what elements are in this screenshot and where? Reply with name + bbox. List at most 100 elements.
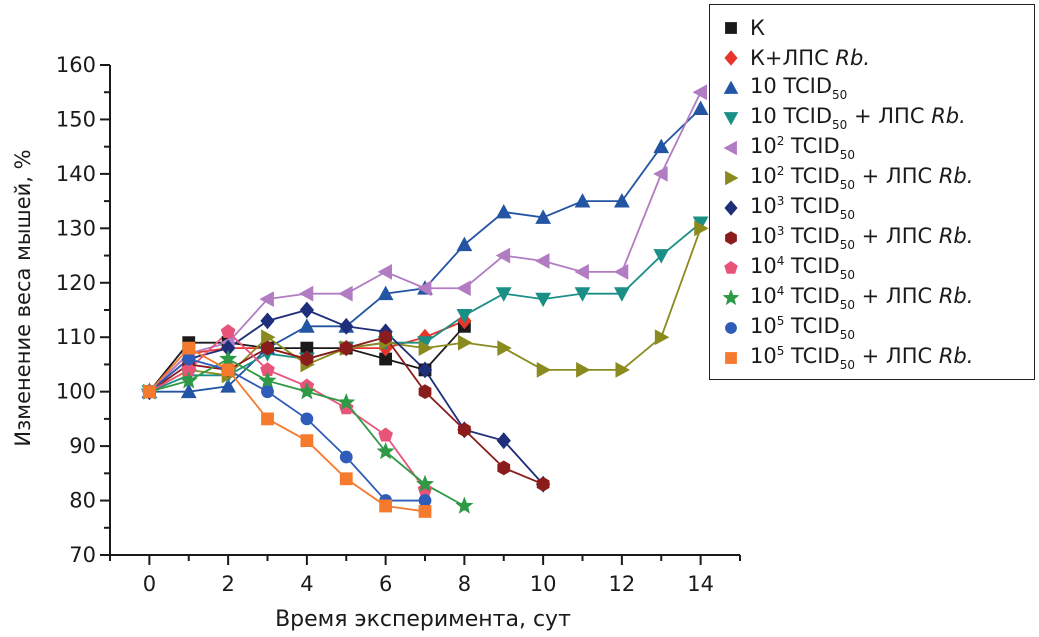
x-tick-label: 2	[221, 572, 234, 596]
data-point-series-3	[495, 203, 512, 219]
data-point-series-12	[418, 505, 432, 518]
data-point-series-6	[457, 334, 473, 351]
axes: 0 2 4 6 8 10 12 14 70 80 90 100 110 120 130 140 150 160	[56, 53, 741, 596]
legend-marker-shape	[723, 140, 737, 156]
data-point-series-8	[497, 460, 511, 476]
legend-label: К	[750, 16, 765, 40]
data-point-series-12	[182, 341, 196, 355]
data-point-series-8	[379, 329, 393, 345]
data-point-series-5	[653, 166, 668, 182]
data-point-series-3	[614, 193, 630, 208]
legend-marker-shape	[725, 231, 737, 245]
data-point-series-8	[536, 476, 550, 492]
data-point-series-4	[495, 287, 512, 302]
data-point-series-12	[142, 385, 156, 399]
data-point-series-3	[535, 209, 551, 224]
legend-marker	[720, 227, 742, 249]
legend-marker-shape	[724, 260, 738, 274]
data-point-series-7	[299, 301, 314, 319]
y-tick-label: 80	[69, 489, 96, 513]
data-point-series-8	[339, 340, 353, 356]
data-point-series-8	[418, 384, 432, 400]
legend-marker-shape	[723, 80, 739, 94]
legend-item: 105 TCID50	[720, 313, 855, 343]
data-point-series-6	[576, 362, 591, 378]
legend-item: 103 TCID50 + ЛПС Rb.	[720, 223, 973, 253]
y-tick-label: 70	[69, 543, 96, 567]
y-tick-label: 130	[56, 216, 96, 240]
data-point-series-8	[261, 340, 274, 356]
x-tick-label: 6	[379, 572, 392, 596]
legend-marker-shape	[725, 22, 737, 34]
legend-marker	[720, 347, 742, 369]
data-point-series-12	[300, 434, 314, 448]
data-point-series-3	[180, 383, 197, 399]
series-line-12	[148, 346, 426, 513]
data-point-series-11	[300, 412, 314, 426]
legend-label: 105 TCID50 + ЛПС Rb.	[750, 344, 974, 372]
legend-label: 10 TCID50	[750, 74, 848, 102]
legend-label: 105 TCID50	[750, 314, 855, 342]
legend-item: К	[720, 13, 765, 43]
legend-label: 104 TCID50	[750, 254, 855, 282]
legend-marker	[720, 167, 742, 189]
data-point-series-12	[379, 499, 393, 513]
x-tick-label: 12	[609, 572, 636, 596]
x-tick-label: 8	[458, 572, 471, 596]
legend-item: 103 TCID50	[720, 193, 855, 223]
data-point-series-6	[615, 362, 630, 378]
data-point-series-6	[654, 329, 670, 346]
legend-marker-shape	[724, 50, 738, 66]
legend-item: 10 TCID50	[720, 73, 847, 103]
data-point-series-10	[376, 442, 395, 460]
data-point-series-3	[692, 100, 709, 115]
y-tick-label: 120	[56, 271, 96, 295]
data-point-series-4	[535, 292, 551, 308]
data-point-series-7	[417, 361, 433, 379]
data-point-series-5	[416, 280, 432, 297]
data-point-series-5	[692, 84, 708, 101]
x-tick-label: 0	[143, 572, 156, 596]
data-point-series-5	[377, 264, 393, 280]
data-point-series-9	[220, 324, 236, 339]
data-point-series-4	[574, 287, 591, 302]
legend-label: 103 TCID50	[750, 194, 855, 222]
data-point-series-10	[337, 393, 356, 411]
data-point-series-5	[495, 247, 511, 264]
legend-marker	[720, 77, 742, 99]
y-tick-label: 110	[56, 325, 96, 349]
legend-marker	[720, 47, 742, 69]
data-point-series-12	[261, 412, 274, 426]
x-tick-label: 10	[530, 572, 557, 596]
legend-label: 102 TCID50 + ЛПС Rb.	[750, 164, 974, 192]
data-point-series-11	[261, 385, 274, 399]
legend-marker	[720, 17, 742, 39]
data-point-series-3	[653, 138, 670, 154]
data-point-series-10	[297, 382, 316, 400]
legend-marker	[720, 257, 742, 279]
y-tick-label: 150	[56, 107, 96, 131]
data-point-series-7	[339, 317, 354, 335]
legend-marker	[720, 107, 742, 129]
data-point-series-8	[457, 422, 471, 438]
y-tick-label: 140	[56, 162, 96, 186]
data-point-series-10	[455, 496, 474, 514]
data-point-series-6	[694, 220, 709, 237]
data-point-series-6	[497, 340, 512, 356]
data-point-series-5	[259, 291, 274, 307]
data-point-series-5	[535, 253, 550, 269]
data-point-series-3	[456, 236, 473, 252]
data-point-series-11	[339, 450, 353, 464]
legend-item: 104 TCID50	[720, 253, 855, 283]
legend-item: 104 TCID50 + ЛПС Rb.	[720, 283, 973, 313]
data-point-series-5	[456, 280, 471, 297]
data-point-series-6	[536, 362, 552, 378]
data-point-series-3	[377, 285, 394, 301]
data-point-series-4	[614, 287, 630, 302]
data-point-series-4	[653, 249, 670, 264]
x-axis-label: Время эксперимента, сут	[275, 607, 571, 632]
legend-marker-shape	[725, 170, 739, 186]
data-point-series-11	[418, 494, 432, 507]
legend-marker	[720, 137, 742, 159]
legend-item: 102 TCID50	[720, 133, 855, 163]
